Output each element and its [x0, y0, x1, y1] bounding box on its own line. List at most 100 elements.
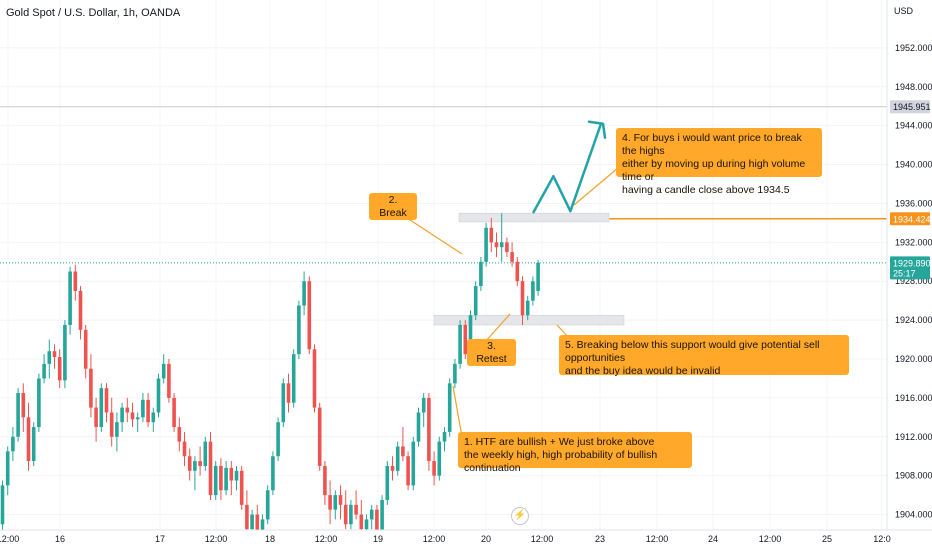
candle-body: [489, 227, 494, 243]
candle-body: [343, 504, 348, 525]
candle-body: [161, 363, 166, 379]
price-label-box: [890, 212, 930, 226]
candle-body: [47, 351, 52, 364]
candle-body: [130, 412, 135, 420]
candle-body: [385, 465, 390, 500]
projection-arrowhead: [587, 120, 607, 139]
candle-body: [16, 393, 20, 437]
candle-body: [182, 441, 187, 457]
candle-body: [21, 393, 26, 418]
candle-body: [364, 519, 369, 530]
note-retest-text: 3. Retest: [476, 339, 507, 365]
candle-body: [421, 397, 426, 413]
price-label: 1945.951: [893, 102, 931, 112]
candle-body: [463, 324, 468, 355]
price-label: 1934.424: [893, 214, 931, 224]
candle-body: [338, 495, 343, 505]
candle-body: [484, 227, 488, 262]
candle-body: [203, 441, 208, 466]
candle-body: [494, 242, 499, 248]
x-tick-label: 18: [265, 534, 275, 544]
price-label-countdown: 25:17: [893, 268, 916, 278]
candle-body: [37, 378, 41, 428]
candle-body: [141, 399, 145, 418]
y-tick-label: 1904.000: [895, 510, 932, 520]
candle-body: [312, 349, 317, 408]
candle-body: [11, 436, 15, 452]
candle-body: [427, 397, 431, 462]
candle-body: [156, 378, 161, 413]
note-breakdown[interactable]: 5. Breaking below this support would giv…: [559, 335, 849, 377]
candle-body: [135, 417, 140, 420]
candle-body: [453, 363, 457, 384]
candle-body: [416, 412, 421, 442]
candle-body: [349, 504, 353, 525]
candles: [0, 213, 540, 549]
currency-label: USD: [894, 6, 914, 16]
candle-body: [57, 357, 62, 381]
price-label-box: [890, 100, 930, 114]
candle-body: [447, 383, 452, 432]
candle-body: [229, 467, 234, 481]
note-buys-text: 4. For buys i would want price to break …: [622, 132, 806, 196]
candle-body: [411, 441, 416, 486]
candle-body: [104, 388, 109, 413]
candle-body: [198, 461, 202, 466]
candle-body: [468, 315, 473, 355]
candle-body: [99, 388, 104, 428]
candle-body: [432, 461, 436, 476]
candle-body: [479, 261, 483, 287]
note-retest[interactable]: 3. Retest: [467, 339, 516, 366]
candle-body: [525, 300, 530, 316]
candle-body: [328, 495, 332, 510]
x-tick-label: 12:0: [873, 534, 891, 544]
y-tick-label: 1928.000: [895, 276, 932, 286]
candle-body: [63, 324, 67, 381]
x-tick-label: 12:00: [759, 534, 782, 544]
candle-body: [187, 456, 192, 471]
candle-body: [536, 262, 540, 291]
candle-body: [125, 407, 130, 413]
x-tick-label: 17: [155, 534, 165, 544]
note-htf[interactable]: 1. HTF are bullish + We just broke above…: [458, 432, 692, 474]
candle-body: [167, 363, 171, 398]
connector-buys: [573, 167, 619, 206]
candle-body: [109, 412, 114, 437]
candle-body: [458, 324, 462, 364]
note-breakdown-text: 5. Breaking below this support would giv…: [565, 339, 820, 377]
candle-body: [255, 514, 260, 544]
lightning-icon[interactable]: ⚡: [511, 507, 529, 525]
candle-body: [380, 499, 384, 536]
x-tick-label: 12:00: [646, 534, 669, 544]
candle-body: [89, 368, 93, 408]
candle-body: [442, 431, 447, 442]
time-axis[interactable]: 12:00 16 17 12:00 18 12:00 19 12:00 20 12:00 23 12:…: [0, 529, 932, 550]
candle-body: [499, 242, 504, 248]
note-buys[interactable]: 4. For buys i would want price to break …: [616, 128, 822, 196]
y-tick-label: 1936.000: [895, 198, 932, 208]
candle-body: [307, 281, 312, 350]
note-break[interactable]: 2. Break: [369, 193, 417, 220]
candle-body: [120, 407, 124, 423]
resistance-zone: [458, 212, 610, 223]
candle-body: [5, 451, 10, 486]
candle-body: [146, 399, 150, 423]
y-tick-label: 1948.000: [895, 82, 932, 92]
candle-body: [375, 509, 379, 536]
candle-body: [208, 441, 213, 496]
candle-body: [0, 485, 5, 525]
y-tick-label: 1924.000: [895, 315, 932, 325]
y-tick-label: 1944.000: [895, 121, 932, 131]
candle-body: [302, 281, 306, 306]
connector-htf: [452, 385, 463, 438]
candle-body: [510, 252, 514, 262]
candle-body: [406, 456, 410, 486]
candle-body: [505, 242, 509, 253]
candle-body: [401, 446, 405, 457]
candle-body: [219, 465, 223, 491]
annotation-connectors: [406, 167, 619, 438]
price-axis[interactable]: USD 1952.000 1948.000 1944.000 1940.000 1936.…: [886, 0, 932, 550]
candle-body: [73, 271, 78, 291]
x-tick-label: 16: [55, 534, 65, 544]
